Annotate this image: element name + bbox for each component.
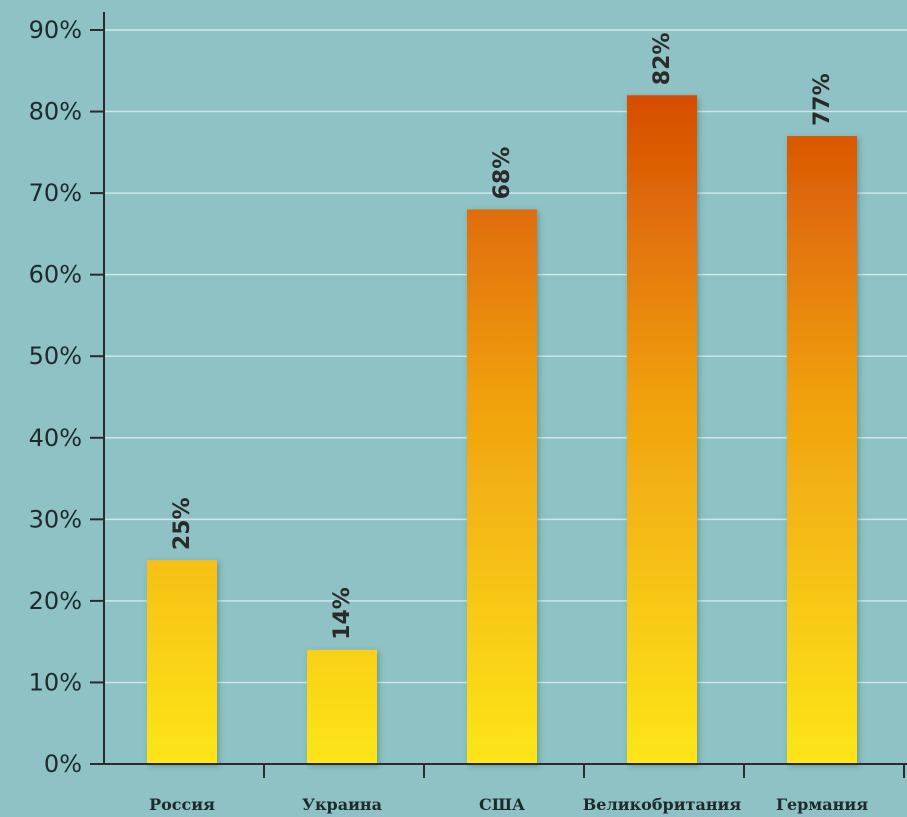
y-tick-label: 60%: [29, 261, 82, 289]
bar: [147, 560, 217, 764]
bar: [627, 95, 697, 764]
data-label: 25%: [170, 497, 195, 550]
y-tick-label: 0%: [44, 750, 82, 778]
y-tick-label: 80%: [29, 98, 82, 126]
data-label: 77%: [810, 73, 835, 126]
x-tick-label: Великобритания: [583, 795, 742, 814]
x-tick-label: Украина: [302, 795, 382, 814]
y-tick-label: 30%: [29, 505, 82, 533]
bar: [787, 136, 857, 764]
y-tick-label: 90%: [29, 16, 82, 44]
y-tick-label: 40%: [29, 424, 82, 452]
x-tick-label: Германия: [776, 795, 868, 814]
y-tick-label: 10%: [29, 668, 82, 696]
bar: [467, 209, 537, 764]
data-label: 68%: [490, 147, 515, 200]
data-label: 14%: [330, 587, 355, 640]
x-tick-label: США: [479, 795, 525, 814]
bars: [147, 95, 857, 764]
y-tick-label: 50%: [29, 342, 82, 370]
axes: [90, 12, 907, 778]
labels: 0% 10% 20% 30% 40% 50% 60% 70% 80% 90% 25% Россия 14…: [29, 16, 869, 814]
data-label: 82%: [650, 33, 675, 86]
y-tick-label: 70%: [29, 179, 82, 207]
y-tick-label: 20%: [29, 587, 82, 615]
bar: [307, 649, 377, 764]
x-tick-label: Россия: [149, 795, 215, 814]
